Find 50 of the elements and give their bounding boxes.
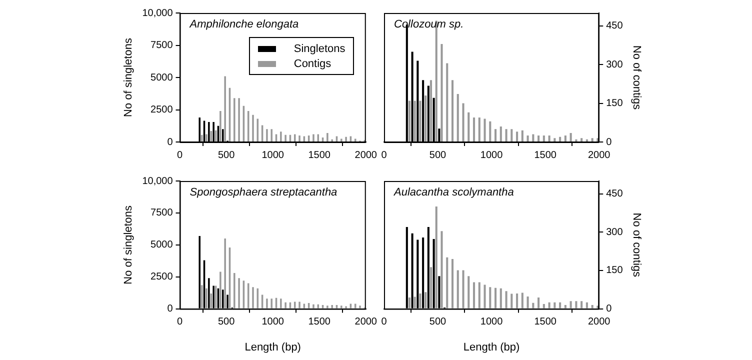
x-tick-label: 1500: [308, 150, 331, 161]
x-tick-label: 500: [429, 316, 447, 328]
x-tick-label: 2000: [354, 150, 378, 161]
y2-tick-label: 300: [606, 226, 624, 238]
y-tick-label: 0: [167, 304, 174, 315]
x-tick-label: 500: [429, 150, 447, 161]
x-tick-label: 2000: [588, 150, 611, 161]
x-axis-title: Length (bp): [244, 341, 301, 354]
x-tick-label: 500: [218, 150, 236, 161]
y-tick-label: 10,000: [142, 176, 174, 187]
x-tick-label: 1000: [262, 316, 284, 328]
text: Collozoum sp.: [394, 18, 464, 31]
text: Aulacantha scolymantha: [393, 186, 514, 199]
y-tick-label: 5000: [150, 72, 174, 84]
text: Spongosphaera streptacantha: [190, 186, 338, 199]
x-tick-label: 0: [177, 150, 184, 161]
x-tick-label: 0: [381, 150, 388, 161]
x-tick-label: 1000: [262, 150, 284, 161]
y2-tick-label: 0: [606, 304, 612, 315]
x-tick-label: 1500: [534, 150, 557, 161]
x-tick-label: 1000: [480, 150, 504, 161]
x-tick-label: 1500: [308, 316, 331, 328]
y-tick-label: 7500: [150, 40, 174, 51]
x-tick-label: 0: [177, 316, 184, 328]
y-tick-label: 5000: [150, 240, 174, 251]
y2-tick-label: 300: [606, 59, 624, 70]
x-tick-label: 500: [218, 316, 236, 328]
y2-axis-title: No of contigs: [630, 212, 642, 278]
y2-tick-label: 150: [606, 265, 624, 276]
x-tick-label: 1000: [480, 316, 504, 328]
legend-label: Contigs: [294, 58, 332, 70]
y2-axis-title: No of contigs: [630, 45, 642, 110]
y-tick-label: 7500: [150, 208, 174, 219]
y2-tick-label: 0: [606, 136, 612, 148]
y-axis-title: No of singletons: [122, 204, 135, 284]
y2-tick-label: 450: [606, 20, 624, 32]
y-tick-label: 2500: [150, 104, 174, 116]
x-tick-label: 2000: [354, 316, 378, 328]
x-tick-label: 2000: [588, 316, 611, 328]
y-axis-title: No of singletons: [122, 38, 135, 117]
legend-label: Singletons: [294, 42, 346, 54]
x-tick-label: 1500: [534, 316, 557, 328]
y-tick-label: 2500: [150, 272, 174, 283]
x-axis-title: Length (bp): [463, 341, 520, 354]
y2-tick-label: 150: [606, 98, 624, 110]
y2-tick-label: 450: [606, 188, 624, 200]
x-tick-label: 0: [381, 316, 388, 328]
y-tick-label: 0: [167, 136, 174, 148]
y-tick-label: 10,000: [142, 8, 174, 19]
text: Amphilonche elongata: [188, 18, 299, 31]
